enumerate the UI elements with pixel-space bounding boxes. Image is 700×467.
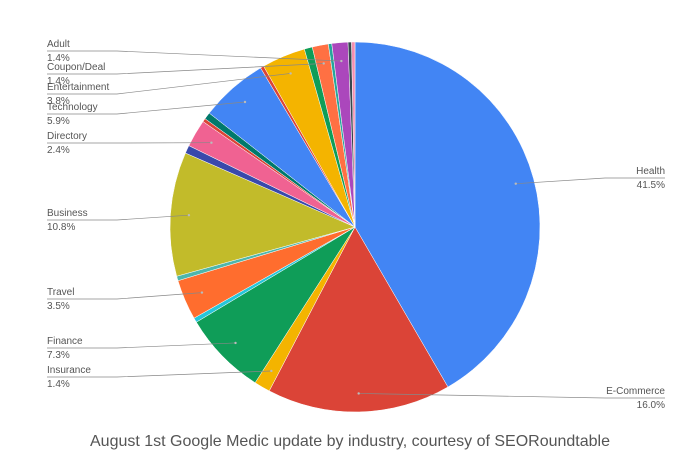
slice-label: Health: [636, 166, 665, 177]
leader-dot: [357, 392, 359, 394]
slice-value: 1.4%: [47, 379, 70, 390]
leader-dot: [210, 141, 212, 143]
leader-dot: [188, 214, 190, 216]
slice-label: Travel: [47, 287, 74, 298]
slice-label: Business: [47, 208, 88, 219]
leader-dot: [234, 342, 236, 344]
leader-dot: [244, 101, 246, 103]
slice-label: Insurance: [47, 365, 91, 376]
slice-label: Adult: [47, 39, 70, 50]
slice-label: Finance: [47, 336, 83, 347]
slice-value: 1.4%: [47, 76, 70, 87]
slice-value: 3.8%: [47, 96, 70, 107]
leader-dot: [201, 291, 203, 293]
slice-value: 3.5%: [47, 301, 70, 312]
leader-dot: [340, 60, 342, 62]
leader-dot: [323, 62, 325, 64]
slice-value: 7.3%: [47, 350, 70, 361]
slice-value: 1.4%: [47, 53, 70, 64]
slice-value: 2.4%: [47, 145, 70, 156]
leader-dot: [289, 72, 291, 74]
slice-value: 5.9%: [47, 116, 70, 127]
slice-value: 16.0%: [637, 400, 665, 411]
slice-value: 10.8%: [47, 222, 75, 233]
leader-dot: [515, 182, 517, 184]
slice-label: E-Commerce: [606, 386, 665, 397]
slice-value: 41.5%: [637, 180, 665, 191]
chart-caption: August 1st Google Medic update by indust…: [90, 433, 610, 450]
leader-dot: [270, 370, 272, 372]
slice-label: Directory: [47, 131, 87, 142]
